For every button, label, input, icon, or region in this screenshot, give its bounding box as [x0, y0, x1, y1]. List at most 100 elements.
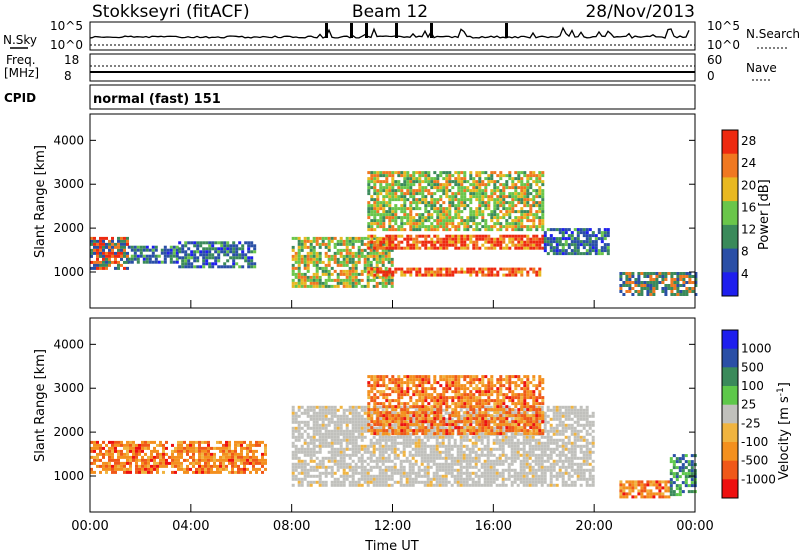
heatmap-cell	[402, 441, 406, 445]
heatmap-cell	[208, 262, 212, 266]
heatmap-cell	[300, 462, 304, 466]
heatmap-cell	[442, 222, 446, 226]
heatmap-cell	[382, 201, 386, 205]
heatmap-cell	[490, 240, 494, 244]
heatmap-cell	[318, 260, 322, 264]
heatmap-cell	[538, 222, 542, 226]
heatmap-cell	[490, 216, 494, 220]
heatmap-cell	[150, 458, 153, 462]
heatmap-cell	[370, 198, 374, 202]
heatmap-cell	[460, 216, 464, 220]
heatmap-cell	[291, 474, 295, 478]
heatmap-cell	[382, 180, 386, 184]
heatmap-cell	[514, 243, 518, 247]
heatmap-cell	[108, 461, 111, 465]
heatmap-cell	[153, 467, 156, 471]
heatmap-cell	[354, 414, 358, 418]
heatmap-cell	[214, 262, 218, 266]
heatmap-cell	[460, 204, 464, 208]
heatmap-cell	[514, 186, 518, 190]
heatmap-cell	[385, 210, 389, 214]
heatmap-cell	[549, 435, 553, 439]
heatmap-cell	[573, 405, 577, 409]
heatmap-cell	[219, 464, 222, 468]
heatmap-cell	[484, 189, 488, 193]
heatmap-cell	[375, 284, 379, 288]
heatmap-cell	[250, 256, 254, 260]
heatmap-cell	[175, 245, 179, 249]
heatmap-cell	[486, 411, 490, 415]
heatmap-cell	[549, 417, 553, 421]
heatmap-cell	[694, 275, 698, 278]
heatmap-cell	[240, 452, 243, 456]
heatmap-cell	[367, 429, 371, 433]
heatmap-cell	[457, 183, 461, 187]
heatmap-cell	[315, 414, 319, 418]
heatmap-cell	[432, 462, 436, 466]
heatmap-cell	[591, 414, 595, 418]
heatmap-cell	[102, 239, 105, 243]
heatmap-cell	[303, 281, 307, 285]
heatmap-cell	[558, 228, 562, 232]
heatmap-cell	[330, 447, 334, 451]
heatmap-cell	[579, 252, 583, 256]
heatmap-cell	[181, 250, 185, 254]
heatmap-cell	[345, 278, 349, 282]
heatmap-cell	[373, 267, 377, 271]
heatmap-cell	[516, 447, 520, 451]
heatmap-cell	[522, 450, 526, 454]
heatmap-cell	[160, 260, 164, 264]
heatmap-cell	[388, 183, 392, 187]
noise-sky-line	[89, 26, 690, 39]
heatmap-cell	[342, 269, 346, 273]
heatmap-cell	[111, 449, 114, 453]
heatmap-cell	[570, 252, 574, 256]
heatmap-cell	[676, 287, 680, 290]
heatmap-cell	[138, 449, 141, 453]
heatmap-cell	[525, 462, 529, 466]
heatmap-cell	[126, 236, 129, 240]
heatmap-cell	[511, 183, 515, 187]
heatmap-cell	[196, 250, 200, 254]
heatmap-cell	[171, 464, 174, 468]
heatmap-cell	[438, 483, 442, 487]
heatmap-cell	[348, 254, 352, 258]
heatmap-cell	[676, 290, 680, 293]
heatmap-cell	[379, 183, 383, 187]
heatmap-cell	[303, 284, 307, 288]
heatmap-cell	[117, 461, 120, 465]
heatmap-cell	[466, 204, 470, 208]
heatmap-cell	[603, 243, 607, 247]
heatmap-cell	[514, 210, 518, 214]
heatmap-cell	[517, 201, 521, 205]
heatmap-cell	[327, 435, 331, 439]
heatmap-cell	[348, 257, 352, 261]
heatmap-cell	[135, 470, 138, 474]
heatmap-cell	[531, 453, 535, 457]
heatmap-cell	[543, 246, 547, 250]
heatmap-cell	[342, 435, 346, 439]
heatmap-cell	[535, 234, 539, 238]
heatmap-cell	[318, 450, 322, 454]
heatmap-cell	[367, 414, 371, 418]
heatmap-cell	[370, 204, 374, 208]
heatmap-cell	[585, 249, 589, 253]
heatmap-cell	[196, 241, 200, 245]
heatmap-cell	[535, 189, 539, 193]
heatmap-cell	[366, 257, 370, 261]
heatmap-cell	[436, 234, 440, 238]
heatmap-cell	[519, 453, 523, 457]
heatmap-cell	[538, 207, 542, 211]
heatmap-cell	[354, 266, 358, 270]
heatmap-cell	[237, 455, 240, 459]
heatmap-cell	[294, 426, 298, 430]
heatmap-cell	[244, 259, 248, 263]
heatmap-cell	[421, 216, 425, 220]
heatmap-cell	[309, 278, 313, 282]
heatmap-cell	[541, 201, 545, 205]
heatmap-cell	[585, 228, 589, 232]
heatmap-cell	[330, 239, 334, 243]
heatmap-cell	[430, 198, 434, 202]
heatmap-cell	[378, 474, 382, 478]
heatmap-cell	[207, 440, 210, 444]
